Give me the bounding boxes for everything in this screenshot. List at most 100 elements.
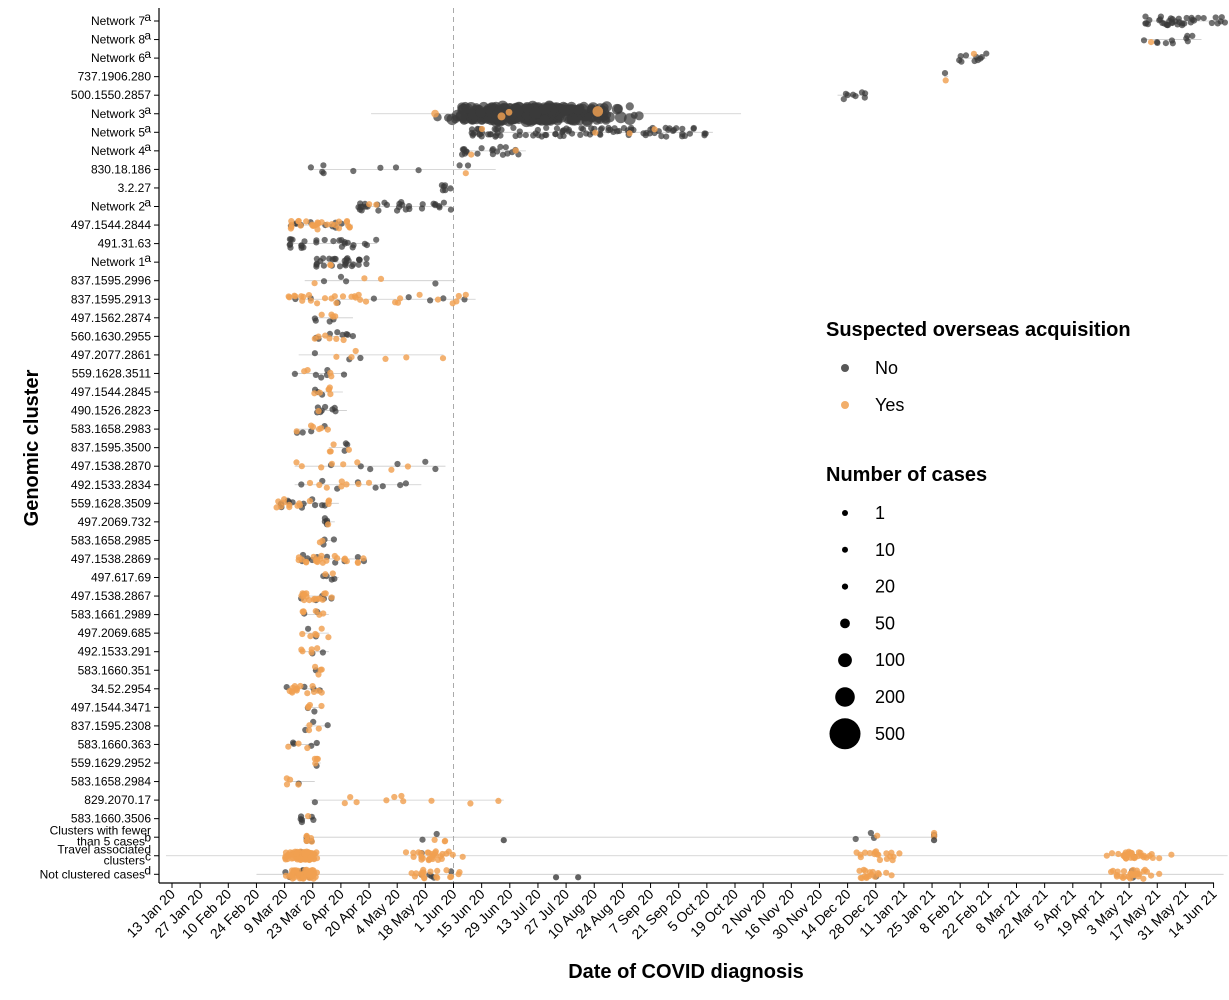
case-point-yes — [347, 794, 354, 801]
case-point-no — [343, 278, 350, 285]
case-point-no — [1212, 14, 1219, 21]
y-tick-label: 583.1658.2985 — [71, 533, 151, 547]
case-point-yes — [316, 539, 323, 546]
case-point-no — [1183, 14, 1190, 22]
case-point-yes — [433, 873, 440, 880]
case-point-yes — [312, 760, 319, 767]
case-point-no — [432, 465, 439, 473]
y-tick-superscript: d — [144, 863, 151, 877]
case-point-yes — [346, 224, 353, 231]
case-point-no — [321, 515, 328, 522]
y-tick-superscript: a — [144, 47, 151, 61]
case-point-no — [577, 131, 584, 138]
case-point-no — [543, 124, 550, 131]
case-point-no — [962, 52, 970, 59]
case-point-no — [320, 262, 327, 269]
case-point-yes — [505, 108, 513, 116]
y-tick-superscript: a — [144, 196, 151, 210]
y-tick-label: 837.1595.2996 — [71, 274, 151, 288]
case-point-no — [486, 102, 496, 112]
case-point-yes — [293, 428, 300, 435]
case-point-no — [349, 244, 356, 251]
case-point-no — [311, 799, 318, 806]
case-point-no — [459, 151, 466, 158]
case-point-no — [476, 131, 484, 138]
case-point-no — [373, 236, 380, 243]
legend-size-key — [838, 653, 852, 668]
case-point-yes — [592, 106, 604, 117]
case-point-yes — [392, 299, 399, 306]
y-tick-label: 583.1660.351 — [78, 663, 152, 677]
case-point-yes — [856, 867, 863, 874]
case-point-no — [565, 115, 573, 124]
y-tick-label: 492.1533.2834 — [71, 478, 151, 492]
case-point-no — [330, 238, 337, 245]
case-point-yes — [302, 856, 309, 863]
case-point-yes — [300, 874, 307, 882]
case-point-yes — [410, 849, 417, 857]
case-point-yes — [328, 594, 335, 601]
case-point-yes — [308, 649, 315, 656]
case-point-no — [1189, 16, 1196, 23]
case-point-no — [516, 128, 523, 135]
case-point-no — [1214, 20, 1221, 27]
case-point-no — [336, 263, 344, 270]
case-point-yes — [866, 850, 874, 857]
legend-size-label: 1 — [875, 503, 885, 523]
case-point-no — [867, 829, 875, 837]
case-point-no — [1184, 32, 1191, 40]
case-point-yes — [497, 112, 506, 121]
case-point-no — [521, 103, 532, 113]
case-point-no — [432, 280, 439, 287]
case-point-yes — [331, 293, 338, 300]
case-point-yes — [324, 426, 331, 433]
case-point-no — [341, 261, 349, 268]
case-point-yes — [876, 856, 884, 864]
case-point-no — [402, 206, 409, 213]
legend-size-key — [840, 618, 850, 629]
y-tick-label: Clusters with fewer — [50, 824, 151, 838]
case-point-yes — [273, 504, 280, 511]
case-point-yes — [314, 645, 321, 652]
case-point-yes — [282, 856, 289, 863]
case-point-yes — [857, 854, 864, 861]
y-tick-label: 583.1660.363 — [78, 737, 152, 751]
case-point-no — [419, 836, 426, 843]
case-point-yes — [315, 725, 322, 732]
case-point-yes — [340, 336, 347, 344]
y-tick-label: Network 8 — [91, 33, 145, 47]
case-point-no — [840, 96, 847, 103]
case-point-yes — [338, 483, 345, 490]
case-point-no — [686, 130, 694, 137]
case-point-no — [447, 206, 454, 213]
case-point-no — [630, 111, 638, 119]
case-point-no — [372, 484, 379, 491]
case-point-yes — [1120, 852, 1127, 859]
case-point-yes — [1148, 872, 1155, 879]
case-point-yes — [311, 335, 318, 342]
case-point-yes — [327, 261, 334, 268]
case-point-no — [363, 260, 370, 268]
case-point-yes — [403, 354, 410, 361]
case-point-no — [971, 57, 978, 65]
case-point-no — [318, 374, 325, 381]
case-point-yes — [462, 291, 469, 298]
case-point-no — [298, 481, 305, 488]
case-point-no — [440, 295, 447, 302]
legend-number-of-cases: Number of cases 1 10 20 50 100 200 500 — [826, 464, 987, 750]
y-tick-label: 500.1550.2857 — [71, 88, 151, 102]
y-tick-label: 583.1658.2983 — [71, 422, 151, 436]
case-point-no — [361, 240, 368, 247]
case-point-yes — [318, 625, 325, 632]
case-point-no — [580, 126, 587, 133]
y-tick-label: 497.1538.2869 — [71, 552, 151, 566]
case-point-yes — [362, 298, 370, 305]
case-point-no — [310, 816, 317, 824]
case-point-yes — [400, 798, 407, 805]
case-point-yes — [311, 280, 318, 287]
case-point-yes — [896, 850, 903, 857]
case-point-yes — [307, 633, 314, 640]
case-point-no — [307, 164, 314, 171]
case-point-yes — [434, 296, 442, 303]
case-point-yes — [316, 389, 323, 396]
